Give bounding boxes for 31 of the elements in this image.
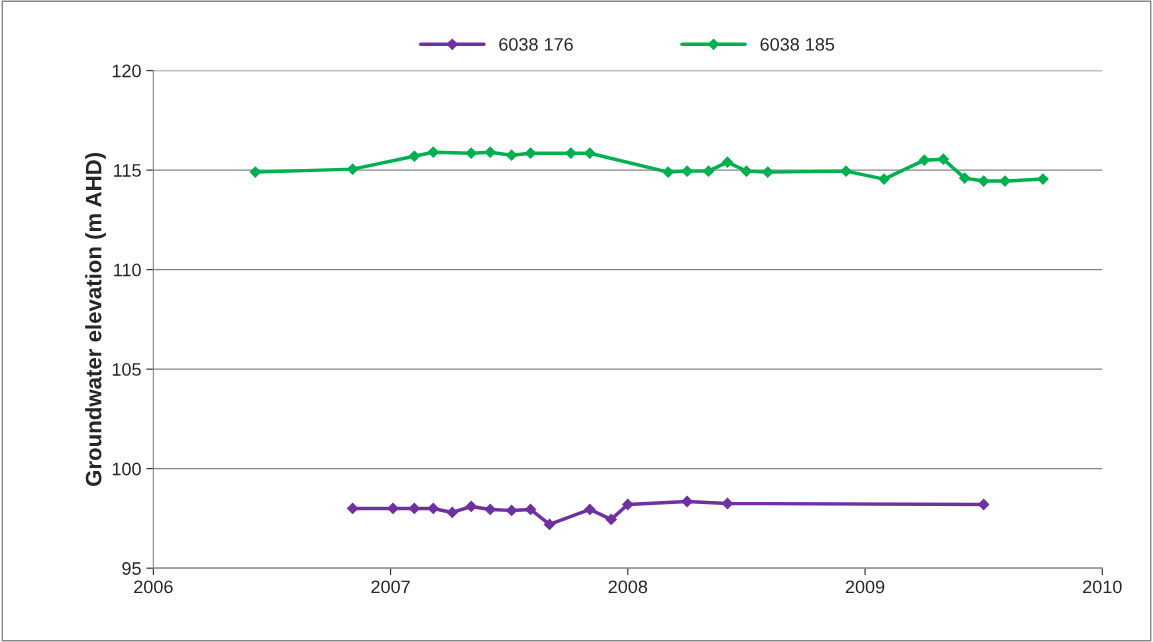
point — [918, 154, 931, 167]
x-tick-label: 2010 — [1083, 580, 1122, 594]
point — [583, 503, 596, 516]
point — [702, 165, 715, 178]
point — [1037, 173, 1049, 185]
x-tick-label: 2007 — [371, 580, 410, 594]
point — [484, 146, 497, 159]
y-axis-title: Groundwater elevation (m AHD) — [85, 152, 106, 486]
point — [605, 513, 618, 526]
y-tick-label: 115 — [114, 164, 141, 177]
point — [721, 156, 734, 169]
y-tick-label: 100 — [112, 462, 141, 476]
y-tick-label: 120 — [112, 64, 141, 78]
y-tick-label: 110 — [114, 263, 141, 277]
legend-label: 6038 176 — [499, 38, 573, 51]
point — [840, 165, 852, 178]
point — [465, 500, 478, 513]
point — [387, 502, 399, 515]
point — [977, 175, 990, 187]
point — [543, 518, 556, 531]
y-tick-label: 95 — [122, 562, 141, 575]
point — [408, 150, 421, 163]
x-tick-label: 2009 — [845, 580, 885, 594]
point — [446, 506, 459, 519]
point — [937, 153, 950, 166]
legend-label: 6038 185 — [760, 38, 835, 51]
x-tick-label: 2006 — [134, 580, 173, 594]
point — [958, 172, 971, 184]
y-tick-label: 105 — [112, 363, 141, 376]
point — [505, 149, 518, 162]
x-tick-label: 2008 — [608, 580, 648, 594]
